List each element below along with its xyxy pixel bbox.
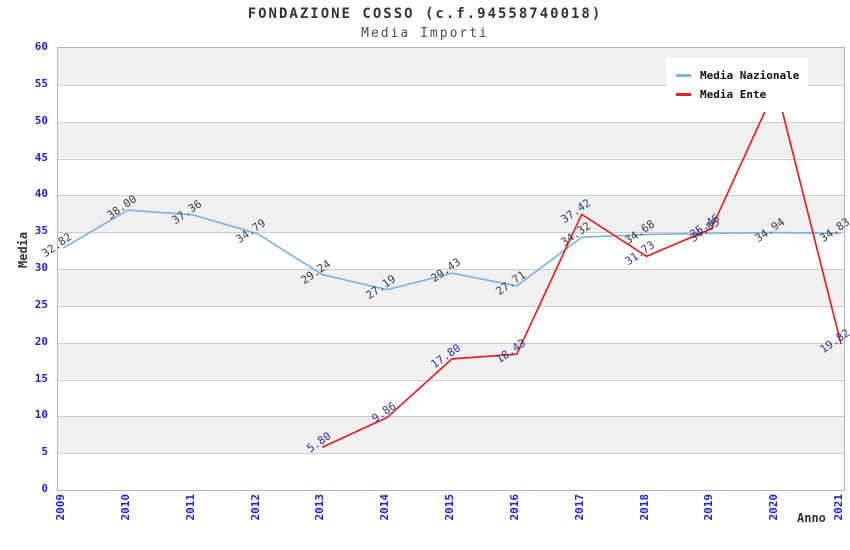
plot-band [58, 342, 844, 380]
y-tick-label: 55 [34, 76, 48, 90]
line-swatch-icon [676, 74, 691, 77]
x-axis-title: Anno [797, 511, 826, 525]
y-tick-label: 5 [41, 445, 48, 459]
plot-band [58, 232, 844, 269]
y-tick-label: 30 [34, 261, 48, 274]
plot-area [57, 47, 845, 491]
plot-band [58, 121, 844, 159]
legend: Media Nazionale Media Ente [666, 58, 808, 112]
plot-band [58, 379, 844, 417]
x-tick-label: 2010 [118, 494, 132, 521]
x-tick-label: 2009 [54, 494, 67, 521]
x-tick-label: 2012 [248, 494, 262, 521]
gridline [58, 342, 844, 344]
chart-title: FONDAZIONE COSSO (c.f.94558740018) [247, 6, 603, 22]
y-tick-label: 20 [34, 334, 48, 348]
gridline [58, 158, 844, 160]
plot-band [58, 158, 844, 196]
legend-item-media-nazionale: Media Nazionale [676, 67, 800, 84]
legend-item-media-ente: Media Ente [676, 86, 800, 103]
legend-label: Media Ente [700, 88, 767, 101]
plot-band [58, 416, 844, 454]
gridline [58, 121, 844, 123]
legend-label: Media Nazionale [700, 69, 800, 82]
x-tick-label: 2016 [507, 494, 521, 521]
gridline [58, 453, 844, 455]
y-tick-label: 25 [34, 297, 48, 311]
x-tick-label: 2017 [572, 494, 586, 521]
y-tick-label: 50 [34, 113, 48, 127]
line-swatch-icon [676, 93, 691, 96]
gridline [58, 379, 844, 381]
x-tick-label: 2011 [183, 494, 197, 521]
x-tick-label: 2014 [378, 494, 392, 521]
y-tick-label: 35 [34, 224, 48, 238]
series-lines [62, 86, 842, 449]
chart-subtitle: Media Importi [361, 26, 489, 41]
plot-band [58, 453, 844, 490]
y-tick-label: 10 [34, 408, 48, 422]
plot-band [58, 269, 844, 306]
gridline [58, 232, 844, 234]
x-tick-label: 2015 [443, 494, 456, 521]
x-tick-label: 2021 [832, 494, 845, 521]
y-tick-label: 40 [34, 187, 48, 201]
x-tick-label: 2018 [637, 494, 651, 521]
series-line-media-ente [321, 86, 842, 449]
gridline [58, 195, 844, 197]
x-tick-label: 2019 [702, 494, 716, 521]
plot-band [58, 305, 844, 343]
x-tick-label: 2020 [767, 494, 781, 521]
gridline [58, 84, 844, 86]
y-tick-label: 0 [41, 482, 48, 495]
y-tick-label: 45 [34, 150, 48, 164]
gridline [58, 416, 844, 418]
y-tick-label: 15 [34, 371, 48, 385]
series-line-media-nazionale [62, 209, 842, 291]
gridline [58, 305, 844, 307]
gridline [58, 269, 844, 270]
y-tick-label: 60 [34, 40, 48, 53]
x-tick-label: 2013 [313, 494, 327, 521]
